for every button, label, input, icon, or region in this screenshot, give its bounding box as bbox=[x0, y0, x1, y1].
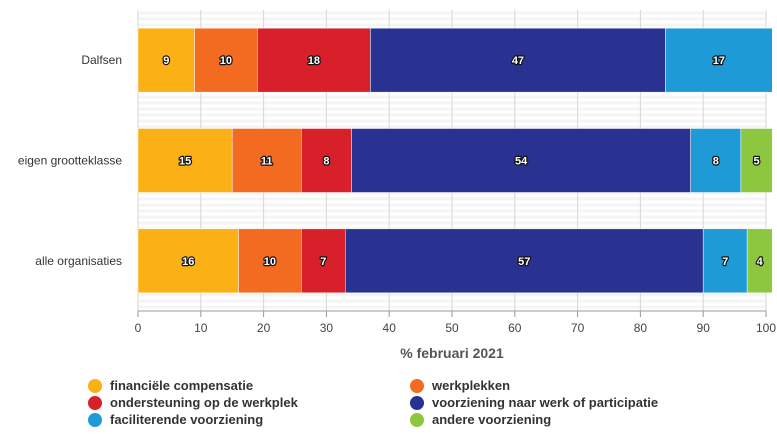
data-label: 8 bbox=[713, 156, 719, 168]
data-label: 18 bbox=[308, 55, 320, 67]
data-label: 7 bbox=[320, 256, 326, 268]
data-label: 11 bbox=[261, 156, 273, 168]
legend-swatch bbox=[410, 396, 424, 410]
bar-segment[interactable] bbox=[238, 228, 302, 294]
x-axis: 0 10 20 30 40 50 60 70 80 90 100 bbox=[135, 310, 776, 335]
legend-item[interactable]: faciliterende voorziening bbox=[88, 412, 263, 427]
legend-swatch bbox=[410, 379, 424, 393]
data-label: 7 bbox=[722, 256, 728, 268]
bar-segment[interactable] bbox=[746, 228, 773, 294]
x-tick-label: 30 bbox=[320, 321, 334, 335]
x-tick-label: 70 bbox=[571, 321, 585, 335]
bar-segment[interactable] bbox=[231, 128, 302, 193]
legend-swatch bbox=[88, 413, 102, 427]
x-tick-label: 20 bbox=[257, 321, 271, 335]
data-label: 15 bbox=[179, 156, 191, 168]
legend-item[interactable]: andere voorziening bbox=[410, 412, 551, 427]
data-label: 5 bbox=[754, 156, 760, 168]
bars bbox=[137, 27, 773, 294]
x-tick-label: 0 bbox=[135, 321, 142, 335]
bar-segment[interactable] bbox=[740, 128, 773, 193]
legend[interactable]: financiële compensatie werkplekken onderst… bbox=[88, 378, 658, 427]
legend-label: andere voorziening bbox=[432, 412, 551, 427]
category-label: Dalfsen bbox=[81, 53, 122, 67]
legend-item[interactable]: voorziening naar werk of participatie bbox=[410, 395, 658, 410]
data-label: 54 bbox=[515, 156, 528, 168]
x-tick-label: 50 bbox=[445, 321, 459, 335]
legend-label: faciliterende voorziening bbox=[110, 412, 263, 427]
x-tick-label: 80 bbox=[634, 321, 648, 335]
y-axis: Dalfsen eigen grootteklasse alle organisat… bbox=[18, 53, 122, 268]
bar-segment[interactable] bbox=[194, 27, 258, 93]
legend-item[interactable]: financiële compensatie bbox=[88, 378, 253, 393]
data-label: 17 bbox=[713, 55, 725, 67]
bar-segment[interactable] bbox=[665, 27, 773, 93]
data-label: 57 bbox=[518, 256, 530, 268]
x-axis-title: % februari 2021 bbox=[400, 345, 504, 361]
bar-segment[interactable] bbox=[690, 128, 742, 193]
data-label: 9 bbox=[163, 55, 169, 67]
bar-segment[interactable] bbox=[137, 128, 233, 193]
legend-item[interactable]: werkplekken bbox=[410, 378, 510, 393]
legend-item[interactable]: ondersteuning op de werkplek bbox=[88, 395, 299, 410]
bar-segment[interactable] bbox=[257, 27, 371, 93]
legend-label: financiële compensatie bbox=[110, 378, 253, 393]
bar-segment[interactable] bbox=[137, 228, 239, 294]
bar-segment[interactable] bbox=[301, 128, 352, 193]
x-tick-label: 60 bbox=[508, 321, 522, 335]
data-label: 47 bbox=[512, 55, 524, 67]
data-label: 4 bbox=[757, 256, 764, 268]
data-label: 16 bbox=[182, 256, 194, 268]
data-label: 10 bbox=[264, 256, 276, 268]
data-label: 10 bbox=[220, 55, 232, 67]
x-tick-label: 100 bbox=[756, 321, 776, 335]
category-label: eigen grootteklasse bbox=[18, 154, 122, 168]
legend-swatch bbox=[88, 396, 102, 410]
bar-segment[interactable] bbox=[137, 27, 195, 93]
x-tick-label: 40 bbox=[383, 321, 397, 335]
category-label: alle organisaties bbox=[35, 254, 122, 268]
legend-swatch bbox=[88, 379, 102, 393]
bar-segment[interactable] bbox=[370, 27, 666, 93]
legend-label: werkplekken bbox=[431, 378, 510, 393]
data-label: 8 bbox=[323, 156, 329, 168]
legend-swatch bbox=[410, 413, 424, 427]
legend-label: ondersteuning op de werkplek bbox=[110, 395, 299, 410]
x-tick-label: 10 bbox=[194, 321, 208, 335]
legend-label: voorziening naar werk of participatie bbox=[432, 395, 658, 410]
x-tick-label: 90 bbox=[697, 321, 711, 335]
bar-segment[interactable] bbox=[702, 228, 748, 294]
bar-segment[interactable] bbox=[301, 228, 346, 294]
